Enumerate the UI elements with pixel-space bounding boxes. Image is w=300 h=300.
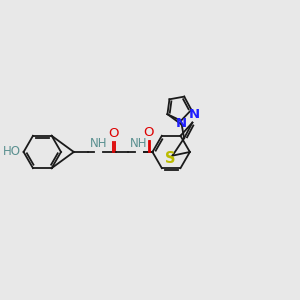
Text: O: O xyxy=(143,126,154,139)
Text: O: O xyxy=(108,127,119,140)
Text: S: S xyxy=(165,152,175,166)
Text: NH: NH xyxy=(130,137,147,151)
Text: NH: NH xyxy=(90,137,107,151)
Text: N: N xyxy=(176,117,187,130)
Text: N: N xyxy=(189,108,200,121)
Text: HO: HO xyxy=(3,146,21,158)
